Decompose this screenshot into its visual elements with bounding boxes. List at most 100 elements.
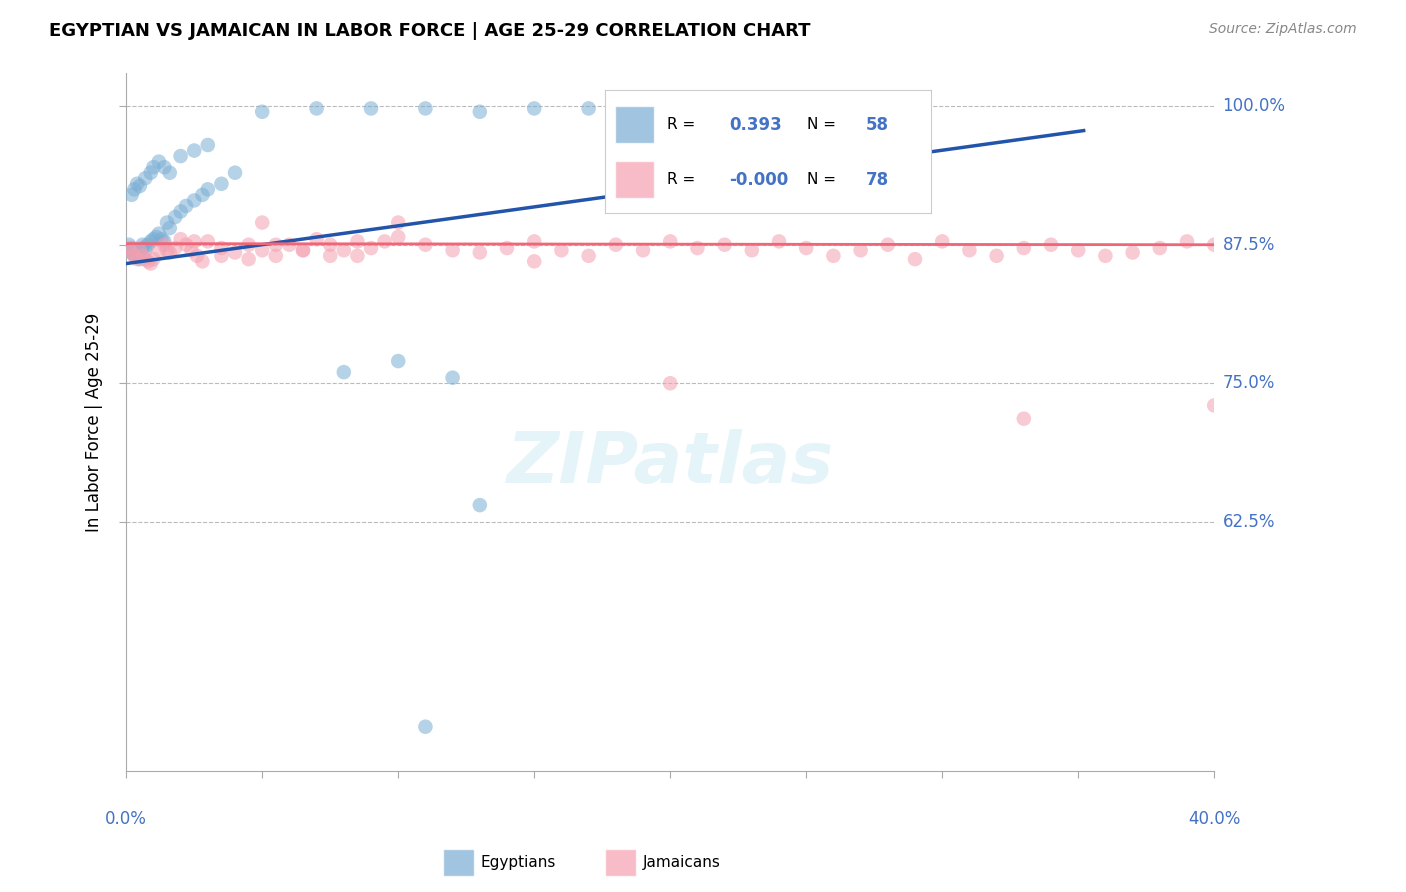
Point bbox=[131, 237, 153, 252]
Point bbox=[1122, 245, 1144, 260]
Point bbox=[374, 235, 396, 249]
Point bbox=[957, 244, 980, 258]
Point bbox=[931, 235, 953, 249]
Point bbox=[134, 252, 156, 267]
Point bbox=[148, 154, 170, 169]
Text: Jamaicans: Jamaicans bbox=[643, 855, 720, 870]
Point bbox=[292, 244, 315, 258]
Point bbox=[165, 210, 187, 224]
Point bbox=[986, 249, 1008, 263]
Point bbox=[139, 166, 162, 180]
Point bbox=[631, 244, 654, 258]
Point bbox=[415, 237, 437, 252]
Point bbox=[127, 177, 149, 191]
Point bbox=[121, 245, 143, 260]
Point bbox=[150, 232, 173, 246]
Point bbox=[1149, 241, 1171, 255]
Point bbox=[1204, 237, 1226, 252]
Point bbox=[441, 244, 464, 258]
Point bbox=[360, 102, 382, 116]
Point bbox=[441, 370, 464, 384]
Point bbox=[134, 244, 156, 258]
Point bbox=[305, 232, 328, 246]
Point bbox=[148, 227, 170, 241]
Point bbox=[139, 235, 162, 249]
Point bbox=[121, 241, 143, 255]
Point bbox=[713, 237, 735, 252]
Point bbox=[127, 249, 149, 263]
Point bbox=[1204, 398, 1226, 412]
Point bbox=[136, 254, 159, 268]
Text: EGYPTIAN VS JAMAICAN IN LABOR FORCE | AGE 25-29 CORRELATION CHART: EGYPTIAN VS JAMAICAN IN LABOR FORCE | AG… bbox=[49, 22, 811, 40]
Point bbox=[319, 249, 342, 263]
Point bbox=[360, 241, 382, 255]
Point bbox=[1067, 244, 1090, 258]
Text: 87.5%: 87.5% bbox=[1223, 235, 1275, 253]
Point bbox=[1175, 235, 1198, 249]
Point bbox=[1012, 241, 1035, 255]
Point bbox=[180, 244, 202, 258]
Point bbox=[153, 160, 176, 174]
Point bbox=[128, 179, 150, 194]
Point bbox=[124, 244, 146, 258]
Point bbox=[183, 194, 205, 208]
Point bbox=[305, 102, 328, 116]
Point bbox=[174, 199, 197, 213]
Point bbox=[387, 354, 409, 368]
Point bbox=[523, 235, 546, 249]
Point bbox=[128, 244, 150, 258]
Point bbox=[197, 235, 219, 249]
Point bbox=[387, 230, 409, 244]
Point bbox=[238, 237, 260, 252]
Point bbox=[686, 102, 709, 116]
Point bbox=[118, 241, 141, 255]
Point bbox=[292, 244, 315, 258]
Point bbox=[741, 102, 763, 116]
Point bbox=[136, 237, 159, 252]
Point bbox=[142, 232, 165, 246]
Point bbox=[121, 245, 143, 260]
Point bbox=[118, 237, 141, 252]
Point bbox=[159, 221, 181, 235]
Point bbox=[468, 104, 491, 119]
Point bbox=[264, 249, 287, 263]
Point bbox=[1094, 249, 1116, 263]
Point bbox=[186, 249, 208, 263]
Text: 100.0%: 100.0% bbox=[1223, 97, 1285, 115]
Point bbox=[156, 216, 179, 230]
Point bbox=[165, 241, 187, 255]
Point bbox=[159, 245, 181, 260]
Point bbox=[169, 204, 191, 219]
Point bbox=[197, 138, 219, 153]
Point bbox=[631, 102, 654, 116]
Point bbox=[904, 252, 927, 267]
Point bbox=[197, 182, 219, 196]
Point bbox=[278, 237, 301, 252]
Point bbox=[605, 237, 627, 252]
Point bbox=[415, 720, 437, 734]
Text: 0.0%: 0.0% bbox=[105, 810, 148, 828]
Point bbox=[209, 177, 232, 191]
Point bbox=[823, 249, 845, 263]
Point bbox=[523, 254, 546, 268]
Point bbox=[346, 249, 368, 263]
Point bbox=[468, 245, 491, 260]
Point bbox=[131, 249, 153, 263]
Point bbox=[319, 237, 342, 252]
Point bbox=[139, 256, 162, 270]
Point bbox=[124, 249, 146, 263]
Point bbox=[124, 249, 146, 263]
Point bbox=[387, 216, 409, 230]
Point bbox=[209, 249, 232, 263]
Point bbox=[415, 102, 437, 116]
Point bbox=[224, 245, 246, 260]
Point bbox=[346, 235, 368, 249]
Point bbox=[550, 244, 572, 258]
Point bbox=[153, 237, 176, 252]
Point bbox=[134, 171, 156, 186]
Point bbox=[333, 244, 356, 258]
Point bbox=[523, 102, 546, 116]
Point bbox=[121, 187, 143, 202]
Point bbox=[1040, 237, 1063, 252]
Point bbox=[238, 252, 260, 267]
